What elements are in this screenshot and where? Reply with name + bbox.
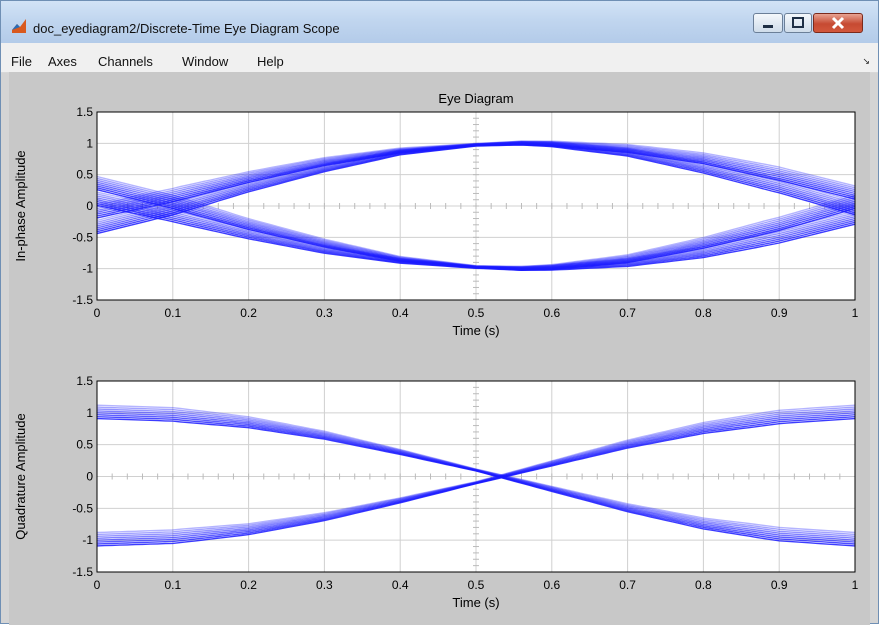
y-axis-label: In-phase Amplitude [13,150,28,261]
x-tick-label: 0.3 [316,578,333,592]
eye-trace [96,181,856,269]
menu-file[interactable]: File [11,54,32,69]
x-tick-label: 0.9 [771,306,788,320]
y-tick-label: -0.5 [72,501,93,515]
eye-diagram-plots: 0 0.1 0.2 0.3 0.4 0.5 0.6 0.7 0.8 0.9 1 1.5 1 0.5 0 -0.… [13,91,859,610]
eye-trace [96,175,856,268]
window-title: doc_eyediagram2/Discrete-Time Eye Diagra… [33,21,340,36]
eye-trace [96,177,856,268]
matlab-logo-icon [12,19,26,33]
x-tick-label: 0.7 [619,578,636,592]
y-tick-label: 1.5 [76,374,93,388]
eye-trace [96,406,856,536]
y-tick-label: 0.5 [76,438,93,452]
title-bar[interactable]: doc_eyediagram2/Discrete-Time Eye Diagra… [1,1,878,43]
menu-overflow-icon[interactable]: ↘ [862,57,870,67]
x-tick-label: 0.6 [543,578,560,592]
x-tick-label: 1 [852,306,859,320]
menu-help[interactable]: Help [257,54,284,69]
x-axis-label: Time (s) [452,323,499,338]
maximize-button[interactable] [784,13,812,33]
eye-trace [96,140,856,208]
y-tick-label: -1 [82,262,93,276]
eye-trace [96,408,856,537]
x-tick-label: 0.8 [695,306,712,320]
eye-trace [96,142,856,227]
menu-window[interactable]: Window [182,54,229,69]
y-tick-label: 1 [86,406,93,420]
x-tick-label: 0.6 [543,306,560,320]
eye-trace [96,410,856,539]
y-tick-label: 1.5 [76,105,93,119]
x-tick-label: 0.1 [164,306,181,320]
x-tick-label: 0.2 [240,306,257,320]
chart-1: 0 0.1 0.2 0.3 0.4 0.5 0.6 0.7 0.8 0.9 1 1.5 1 0.5 0 -0.… [13,91,859,338]
chart-title: Eye Diagram [438,91,513,106]
eye-trace [96,140,856,223]
y-tick-label: 0 [86,199,93,213]
x-tick-label: 0.5 [468,578,485,592]
eye-trace [96,141,856,225]
eye-trace [96,404,856,534]
y-tick-label: 1 [86,136,93,150]
eye-trace [96,141,856,210]
menu-bar: File Axes Channels Window Help ↘ [1,43,878,73]
chart-2: 0 0.1 0.2 0.3 0.4 0.5 0.6 0.7 0.8 0.9 1 1.5 1 0.5 0 -0.… [13,374,859,610]
menu-channels[interactable]: Channels [98,54,153,69]
eye-trace [96,408,856,537]
axes-border [96,111,856,301]
y-tick-label: 0 [86,470,93,484]
axes-border [96,380,856,573]
minimize-icon [763,25,773,28]
eye-trace [96,140,856,222]
x-tick-label: 0.7 [619,306,636,320]
x-tick-label: 0 [94,306,101,320]
menu-axes[interactable]: Axes [48,54,77,69]
trace-bundle [96,404,856,547]
trace-bundle [96,140,856,272]
eye-trace [96,179,856,269]
eye-trace [96,404,856,534]
x-tick-label: 0.2 [240,578,257,592]
x-tick-label: 0.5 [468,306,485,320]
eye-trace [96,140,856,206]
close-button[interactable] [813,13,863,33]
plot-area: 0 0.1 0.2 0.3 0.4 0.5 0.6 0.7 0.8 0.9 1 1.5 1 0.5 0 -0.… [9,72,870,625]
y-tick-label: -1.5 [72,293,93,307]
y-axis-label: Quadrature Amplitude [13,413,28,539]
minimize-button[interactable] [753,13,783,33]
x-tick-label: 1 [852,578,859,592]
x-tick-label: 0.3 [316,306,333,320]
maximize-icon [792,17,804,28]
y-tick-label: -1 [82,533,93,547]
x-tick-label: 0 [94,578,101,592]
eye-trace [96,406,856,536]
x-tick-label: 0.1 [164,578,181,592]
x-axis-label: Time (s) [452,595,499,610]
close-icon [831,16,845,30]
x-tick-label: 0.8 [695,578,712,592]
y-tick-label: 0.5 [76,168,93,182]
eye-trace [96,410,856,539]
y-tick-label: -1.5 [72,565,93,579]
y-tick-label: -0.5 [72,230,93,244]
x-tick-label: 0.4 [392,306,409,320]
x-tick-label: 0.4 [392,578,409,592]
x-tick-label: 0.9 [771,578,788,592]
